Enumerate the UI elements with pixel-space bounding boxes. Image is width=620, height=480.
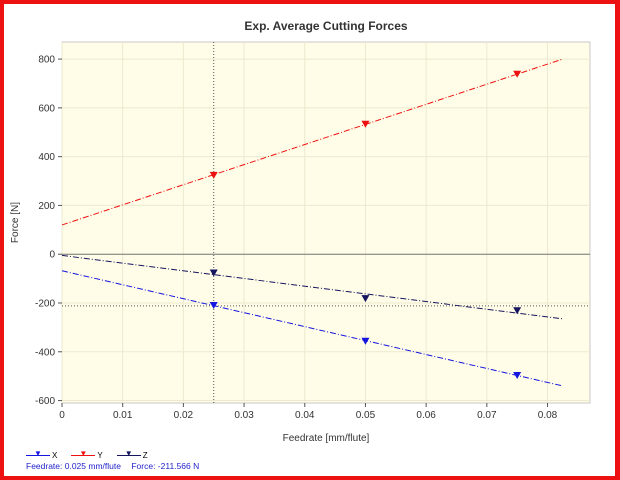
data-point-x[interactable] bbox=[361, 337, 370, 345]
x-axis-ticks: 0 0.01 0.02 0.03 0.04 0.05 0.06 0.07 0.08 bbox=[59, 403, 558, 421]
data-point-y[interactable] bbox=[361, 120, 370, 128]
legend-label: Z bbox=[142, 451, 148, 460]
x-tick-label: 0.02 bbox=[174, 410, 194, 421]
x-tick-label: 0.01 bbox=[113, 410, 133, 421]
x-tick-label: 0 bbox=[59, 410, 65, 421]
y-tick-label: 400 bbox=[38, 152, 55, 163]
y-tick-label: -200 bbox=[35, 298, 55, 309]
y-tick-label: 200 bbox=[38, 201, 55, 212]
fit-line-z bbox=[61, 254, 563, 320]
crosshair-cursor bbox=[62, 42, 590, 403]
x-tick-label: 0.06 bbox=[416, 410, 436, 421]
y-axis-label: Force [N] bbox=[10, 202, 21, 243]
line-chart[interactable]: Exp. Average Cutting Forces 0 0.01 0.02 0.0… bbox=[4, 4, 616, 444]
legend-label: Y bbox=[97, 451, 103, 460]
data-point-x[interactable] bbox=[513, 371, 522, 379]
y-axis-ticks: -600 -400 -200 0 200 400 600 800 bbox=[35, 55, 62, 407]
y-tick-label: -600 bbox=[35, 396, 55, 407]
legend: X Y Z bbox=[26, 449, 148, 460]
legend-swatch-icon bbox=[71, 449, 96, 460]
y-tick-label: 0 bbox=[49, 250, 55, 261]
legend-swatch-icon bbox=[116, 449, 141, 460]
data-point-x[interactable] bbox=[209, 301, 218, 309]
x-tick-label: 0.04 bbox=[295, 410, 315, 421]
legend-swatch-icon bbox=[26, 449, 50, 460]
x-tick-label: 0.05 bbox=[356, 410, 376, 421]
readout-force: Force: -211.566 N bbox=[131, 461, 200, 471]
y-tick-label: 600 bbox=[38, 103, 55, 114]
data-point-z[interactable] bbox=[513, 307, 522, 315]
fit-lines bbox=[61, 58, 563, 387]
y-tick-label: 800 bbox=[38, 55, 55, 66]
chart-title: Exp. Average Cutting Forces bbox=[244, 19, 407, 33]
x-tick-label: 0.03 bbox=[234, 410, 254, 421]
legend-entry-y[interactable]: Y bbox=[71, 449, 103, 460]
data-point-y[interactable] bbox=[209, 171, 218, 179]
x-tick-label: 0.08 bbox=[538, 410, 558, 421]
data-points[interactable] bbox=[209, 70, 522, 379]
x-axis-label: Feedrate [mm/flute] bbox=[283, 433, 370, 444]
legend-entry-z[interactable]: Z bbox=[116, 449, 148, 460]
readout-feedrate: Feedrate: 0.025 mm/flute bbox=[26, 461, 121, 471]
fit-line-x bbox=[61, 270, 563, 387]
x-tick-label: 0.07 bbox=[477, 410, 497, 421]
cursor-readout: Feedrate: 0.025 mm/flute Force: -211.566… bbox=[26, 461, 199, 471]
y-tick-label: -400 bbox=[35, 347, 55, 358]
legend-label: X bbox=[52, 451, 58, 460]
legend-entry-x[interactable]: X bbox=[26, 449, 58, 460]
plot-area[interactable] bbox=[61, 41, 591, 404]
data-point-y[interactable] bbox=[513, 70, 522, 78]
data-point-z[interactable] bbox=[361, 295, 370, 303]
data-point-z[interactable] bbox=[209, 269, 218, 277]
